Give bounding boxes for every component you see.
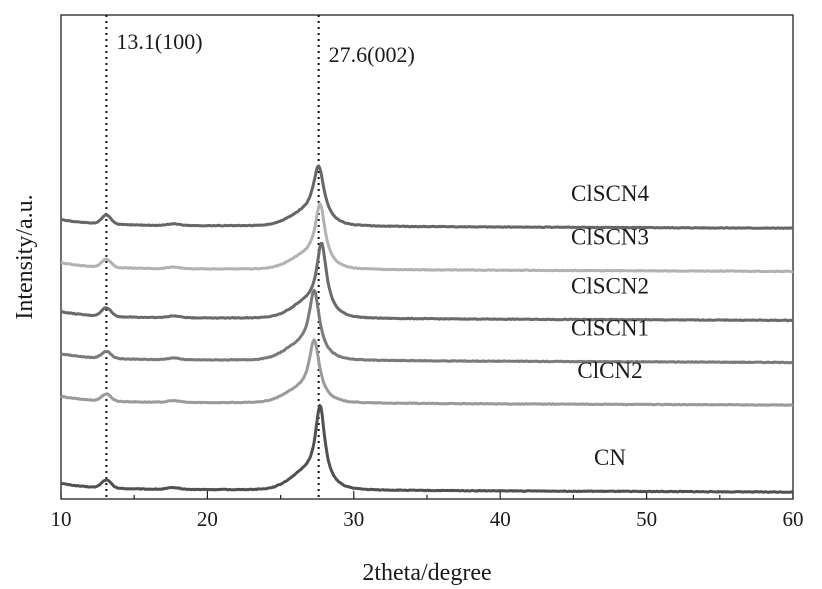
- series-label-clscn1: ClSCN1: [571, 315, 649, 340]
- series-label-clscn2: ClSCN2: [571, 273, 649, 298]
- series-labels: CN ClCN2 ClSCN1 ClSCN2 ClSCN3 ClSCN4: [571, 181, 649, 470]
- x-tick-label: 10: [51, 507, 72, 531]
- series-curves: [60, 164, 794, 494]
- series-label-clscn4: ClSCN4: [571, 181, 649, 206]
- series-line-clcn2: [60, 338, 794, 407]
- x-axis-ticks: 10 20 30 40 50 60: [51, 491, 804, 531]
- series-line-clscn3: [60, 202, 794, 274]
- x-tick-label: 40: [490, 507, 511, 531]
- x-tick-label: 30: [343, 507, 364, 531]
- y-axis-title: Intensity/a.u.: [12, 194, 38, 319]
- series-label-clscn3: ClSCN3: [571, 224, 649, 249]
- series-line-clscn2: [60, 241, 794, 323]
- series-line-clscn4: [60, 164, 794, 230]
- reference-line-label: 27.6(002): [329, 42, 415, 67]
- reference-lines: 13.1(100) 27.6(002): [105, 15, 415, 499]
- series-line-cn: [60, 403, 794, 494]
- series-label-cn: CN: [594, 445, 626, 470]
- x-tick-label: 50: [636, 507, 657, 531]
- x-axis-title: 2theta/degree: [362, 560, 491, 586]
- x-tick-label: 20: [197, 507, 218, 531]
- plot-frame: [60, 14, 794, 500]
- series-line-clscn1: [60, 288, 794, 365]
- reference-line-label: 13.1(100): [116, 29, 202, 54]
- x-tick-label: 60: [783, 507, 804, 531]
- series-label-clcn2: ClCN2: [577, 358, 642, 383]
